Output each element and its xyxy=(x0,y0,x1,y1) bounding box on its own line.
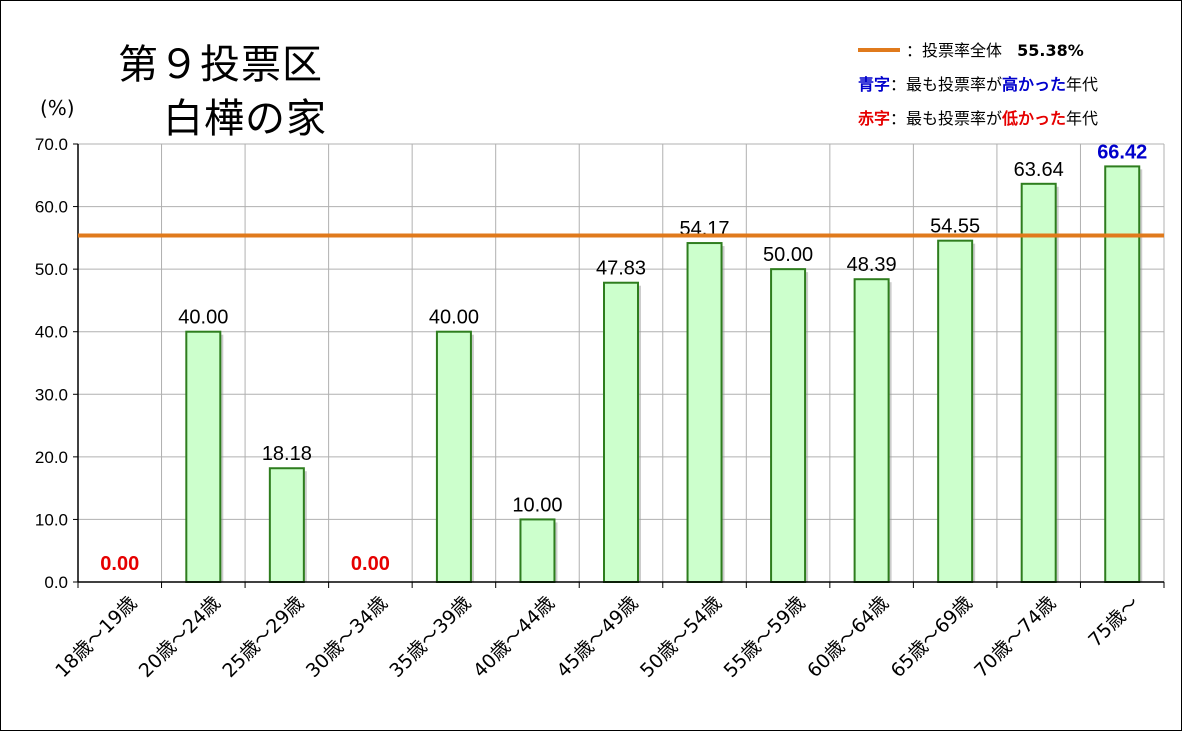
x-tick-label: 45歳～49歳 xyxy=(552,592,642,682)
x-tick-label: 60歳～64歳 xyxy=(803,592,893,682)
legend-overall-value: 55.38% xyxy=(1017,41,1084,60)
bar xyxy=(603,281,639,583)
bar-value-label: 0.00 xyxy=(100,553,139,575)
legend-low-pre: ：最も投票率が xyxy=(890,109,1003,128)
legend-overall: ：投票率全体 55.38% xyxy=(858,37,1084,61)
y-tick-label: 20.0 xyxy=(35,448,68,467)
bar-value-label: 54.55 xyxy=(930,216,980,238)
bar xyxy=(853,278,890,583)
bar xyxy=(937,239,974,583)
legend-low: 赤字：最も投票率が低かった年代 xyxy=(858,105,1098,129)
bar xyxy=(268,467,305,584)
bar-value-label: 50.00 xyxy=(763,244,813,266)
bar xyxy=(1020,182,1057,583)
x-tick-label: 55歳～59歳 xyxy=(720,592,810,682)
legend-overall-label: ：投票率全体 xyxy=(906,41,1003,60)
legend-overall-line-swatch xyxy=(858,47,900,52)
x-tick-label: 70歳～74歳 xyxy=(970,592,1060,682)
legend-low-post: 年代 xyxy=(1066,109,1099,128)
bar-value-label: 10.00 xyxy=(512,494,562,516)
bar xyxy=(519,518,556,584)
x-tick-label: 75歳～ xyxy=(1084,592,1144,652)
bar xyxy=(770,268,807,583)
x-tick-label: 25歳～29歳 xyxy=(218,592,308,682)
legend-high-post: 年代 xyxy=(1066,75,1099,94)
y-tick-label: 50.0 xyxy=(35,260,68,279)
bar-value-label: 63.64 xyxy=(1014,159,1064,181)
x-tick-label: 65歳～69歳 xyxy=(887,592,977,682)
y-tick-label: 30.0 xyxy=(35,385,68,404)
bar-value-label: 40.00 xyxy=(429,307,479,329)
y-tick-label: 40.0 xyxy=(35,323,68,342)
x-tick-label: 50歳～54歳 xyxy=(636,592,726,682)
x-tick-label: 30歳～34歳 xyxy=(302,592,392,682)
legend-high-key: 青字 xyxy=(858,75,891,94)
y-axis-unit-label: (%) xyxy=(40,96,75,120)
legend-low-emphasis: 低かった xyxy=(1002,109,1067,128)
x-tick-label: 40歳～44歳 xyxy=(469,592,559,682)
bar xyxy=(686,242,723,583)
bar-value-label: 47.83 xyxy=(596,258,646,280)
bar-value-label: 66.42 xyxy=(1097,141,1147,163)
chart-title-line1: 第９投票区 xyxy=(118,42,323,88)
bar-value-label: 0.00 xyxy=(351,553,390,575)
y-tick-label: 60.0 xyxy=(35,198,68,217)
bar xyxy=(435,330,472,584)
x-tick-label: 20歳～24歳 xyxy=(135,592,225,682)
bar-value-label: 40.00 xyxy=(178,307,228,329)
y-tick-label: 70.0 xyxy=(35,135,68,154)
legend-low-key: 赤字 xyxy=(858,109,891,128)
bar-value-label: 18.18 xyxy=(262,443,312,465)
bar-value-label: 48.39 xyxy=(847,254,897,276)
legend-high-emphasis: 高かった xyxy=(1002,75,1067,94)
bar xyxy=(185,330,222,584)
legend-high: 青字：最も投票率が高かった年代 xyxy=(858,71,1098,95)
bar xyxy=(1104,165,1141,583)
x-tick-label: 18歳～19歳 xyxy=(51,592,141,682)
y-tick-label: 10.0 xyxy=(35,510,68,529)
y-tick-label: 0.0 xyxy=(44,573,68,592)
legend-high-pre: ：最も投票率が xyxy=(890,75,1003,94)
x-tick-label: 35歳～39歳 xyxy=(385,592,475,682)
chart-title-line2: 白樺の家 xyxy=(163,96,327,142)
